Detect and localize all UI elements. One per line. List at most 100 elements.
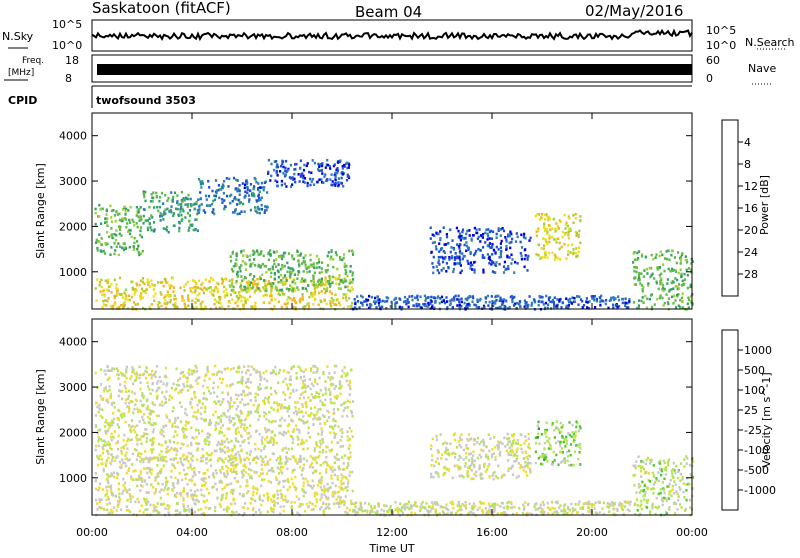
scatter-cell-r0: [340, 439, 342, 442]
scatter-cell-r1: [124, 487, 126, 490]
scatter-cell-r3: [293, 178, 295, 181]
scatter-cell-r2: [542, 501, 544, 504]
scatter-cell-r1: [178, 230, 180, 233]
scatter-cell-r0: [191, 406, 193, 409]
scatter-cell-r4: [343, 293, 345, 296]
freq-left-label-2: [MHz]: [8, 68, 34, 78]
scatter-cell-r1: [320, 464, 322, 467]
scatter-cell-r0: [104, 218, 106, 221]
scatter-cell-r6: [458, 295, 460, 298]
scatter-cell-r9: [674, 277, 676, 280]
scatter-cell-r4: [194, 289, 196, 292]
scatter-cell-r4: [136, 283, 138, 286]
scatter-cell-r2: [551, 501, 553, 504]
scatter-cell-r9: [674, 299, 676, 302]
scatter-cell-r9: [682, 300, 684, 303]
scatter-cell-r1: [105, 486, 107, 489]
scatter-cell-r4: [210, 286, 212, 289]
scatter-cell-r1: [327, 497, 329, 500]
scatter-cell-r6: [443, 300, 445, 303]
scatter-cell-r3: [307, 185, 309, 188]
scatter-cell-r7: [517, 262, 519, 265]
scatter-cell-r0: [181, 442, 183, 445]
scatter-cell-r4: [115, 283, 117, 286]
scatter-cell-r3: [299, 167, 301, 170]
scatter-cell-r5: [232, 289, 234, 292]
scatter-cell-r1: [125, 458, 127, 461]
scatter-cell-r9: [668, 259, 670, 262]
scatter-cell-r7: [470, 261, 472, 264]
scatter-cell-r1: [186, 473, 188, 476]
scatter-cell-r0: [302, 405, 304, 408]
scatter-cell-r1: [346, 507, 348, 510]
scatter-cell-r4: [116, 290, 118, 293]
scatter-cell-r5: [292, 269, 294, 272]
scatter-cell-r9: [683, 273, 685, 276]
scatter-cell-r0: [124, 242, 126, 245]
scatter-cell-r1: [316, 462, 318, 465]
scatter-cell-r8: [578, 246, 580, 249]
scatter-cell-r1: [118, 488, 120, 491]
scatter-cell-r0: [216, 444, 218, 447]
scatter-cell-r0: [112, 456, 114, 459]
scatter-cell-r3: [318, 178, 320, 181]
scatter-cell-r6: [538, 304, 540, 307]
scatter-cell-r0: [319, 422, 321, 425]
scatter-cell-r1: [144, 508, 146, 511]
scatter-cell-r5: [245, 277, 247, 280]
scatter-cell-r4: [283, 281, 285, 284]
scatter-cell-r7: [527, 255, 529, 258]
scatter-cell-r5: [340, 287, 342, 290]
scatter-cell-r1: [194, 511, 196, 514]
scatter-cell-r7: [432, 272, 434, 275]
scatter-cell-r0: [297, 411, 299, 414]
scatter-cell-r0: [301, 403, 303, 406]
scatter-cell-r0: [329, 425, 331, 428]
scatter-cell-r0: [294, 401, 296, 404]
scatter-cell-r8: [558, 227, 560, 230]
scatter-cell-r4: [184, 303, 186, 306]
scatter-cell-r0: [98, 445, 100, 448]
scatter-cell-r3: [290, 177, 292, 180]
scatter-cell-r1: [314, 459, 316, 462]
scatter-cell-r6: [459, 304, 461, 307]
scatter-cell-r0: [235, 432, 237, 435]
scatter-cell-r1: [280, 506, 282, 509]
scatter-cell-r1: [332, 482, 334, 485]
scatter-cell-r1: [201, 478, 203, 481]
scatter-cell-r4: [194, 280, 196, 283]
scatter-cell-r0: [144, 433, 146, 436]
scatter-cell-r1: [317, 484, 319, 487]
scatter-cell-r7: [496, 246, 498, 249]
scatter-cell-r0: [160, 450, 162, 453]
scatter-cell-r2: [248, 194, 250, 197]
scatter-cell-r1: [200, 489, 202, 492]
scatter-cell-r4: [330, 305, 332, 308]
scatter-cell-r0: [220, 403, 222, 406]
scatter-cell-r1: [258, 509, 260, 512]
scatter-cell-r7: [453, 248, 455, 251]
scatter-cell-r0: [334, 396, 336, 399]
scatter-cell-r1: [302, 503, 304, 506]
scatter-cell-r3: [303, 169, 305, 172]
scatter-cell-r0: [100, 250, 102, 253]
scatter-cell-r0: [305, 439, 307, 442]
scatter-cell-r6: [403, 301, 405, 304]
scatter-cell-r9: [632, 261, 634, 264]
scatter-cell-r1: [166, 481, 168, 484]
scatter-cell-r7: [441, 247, 443, 250]
scatter-cell-r1: [181, 191, 183, 194]
scatter-cell-r9: [636, 258, 638, 261]
scatter-cell-r0: [277, 410, 279, 413]
scatter-cell-r3: [295, 163, 297, 166]
scatter-cell-r0: [248, 442, 250, 445]
scatter-cell-r5: [282, 255, 284, 258]
scatter-cell-r6: [469, 295, 471, 298]
scatter-cell-r1: [250, 497, 252, 500]
scatter-cell-r2: [516, 512, 518, 515]
scatter-cell-r1: [340, 483, 342, 486]
scatter-cell-r0: [320, 427, 322, 430]
scatter-cell-r0: [241, 419, 243, 422]
scatter-cell-r0: [218, 423, 220, 426]
scatter-cell-r5: [235, 258, 237, 261]
